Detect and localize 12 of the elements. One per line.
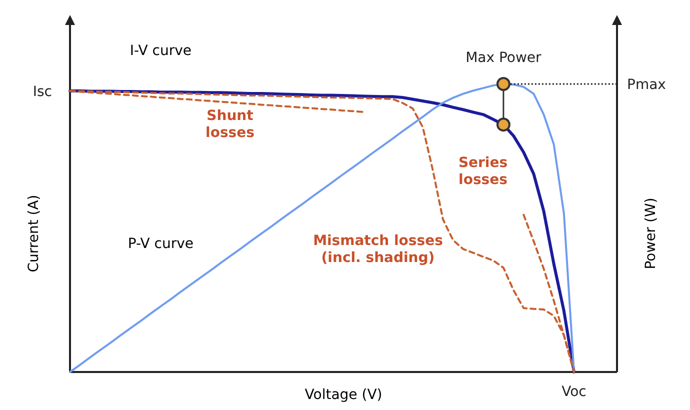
x-axis-title: Voltage (V): [304, 387, 382, 403]
text: I-V curve: [130, 43, 192, 60]
annotation: Shunt losses: [206, 108, 254, 141]
text: Isc: [32, 84, 52, 100]
y2-axis-title: Power (W): [643, 198, 659, 270]
series-label: P-V curve: [128, 236, 194, 252]
annotation: Mismatch losses (incl. shading): [313, 233, 443, 266]
text: Voc: [562, 384, 586, 400]
annotation: Series losses: [458, 155, 508, 188]
text: Pmax: [627, 77, 666, 93]
y-axis-title: Current (A): [26, 194, 42, 272]
text: Max Power: [466, 50, 542, 66]
